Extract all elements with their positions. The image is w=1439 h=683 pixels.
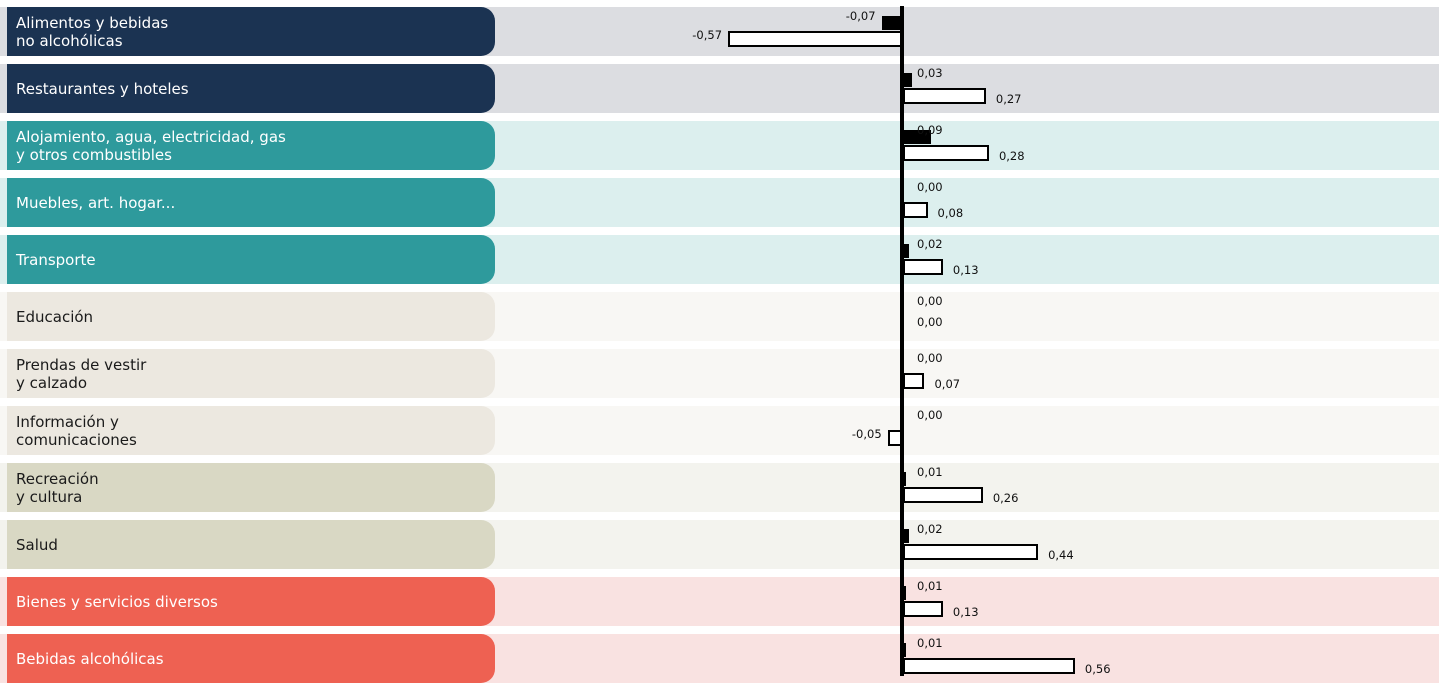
data-label-outline: 0,07 xyxy=(934,377,961,391)
data-label-solid: 0,00 xyxy=(917,408,943,422)
bar-outline xyxy=(903,658,1075,674)
bar-outline xyxy=(903,544,1039,560)
data-label-outline: 0,08 xyxy=(937,206,964,220)
data-label-solid: 0,01 xyxy=(917,579,943,593)
data-label-outline: 0,13 xyxy=(952,605,979,619)
data-label-solid: 0,03 xyxy=(917,66,943,80)
bar-solid xyxy=(903,643,907,657)
category-label: Prendas de vestir y calzado xyxy=(7,349,495,398)
category-label: Restaurantes y hoteles xyxy=(7,64,495,113)
bar-outline xyxy=(903,202,928,218)
bar-outline xyxy=(903,487,983,503)
bar-solid xyxy=(903,529,910,543)
bar-solid xyxy=(903,244,910,258)
bar-outline xyxy=(903,601,943,617)
bar-outline xyxy=(903,88,986,104)
data-label-solid: 0,01 xyxy=(917,636,943,650)
data-label-outline: 0,56 xyxy=(1084,662,1111,676)
category-label: Bebidas alcohólicas xyxy=(7,634,495,683)
category-label: Transporte xyxy=(7,235,495,284)
data-label-outline: 0,00 xyxy=(917,315,943,329)
bar-outline xyxy=(728,31,903,47)
bar-solid xyxy=(881,16,903,30)
data-label-solid: 0,00 xyxy=(917,180,943,194)
data-label-solid: 0,02 xyxy=(917,237,943,251)
category-label: Información y comunicaciones xyxy=(7,406,495,455)
data-label-solid: 0,00 xyxy=(917,294,943,308)
category-label: Educación xyxy=(7,292,495,341)
data-label-outline: 0,28 xyxy=(998,149,1025,163)
data-label-solid: 0,01 xyxy=(917,465,943,479)
zero-axis-line xyxy=(900,6,904,676)
data-label-outline: -0,05 xyxy=(851,427,882,441)
category-label: Muebles, art. hogar... xyxy=(7,178,495,227)
category-label: Alimentos y bebidas no alcohólicas xyxy=(7,7,495,56)
data-label-solid: 0,09 xyxy=(917,123,943,137)
bar-outline xyxy=(903,145,989,161)
category-label: Bienes y servicios diversos xyxy=(7,577,495,626)
bar-solid xyxy=(903,73,913,87)
category-label: Salud xyxy=(7,520,495,569)
bar-solid xyxy=(903,472,907,486)
data-label-outline: -0,57 xyxy=(692,28,723,42)
data-label-solid: 0,02 xyxy=(917,522,943,536)
category-label: Alojamiento, agua, electricidad, gas y o… xyxy=(7,121,495,170)
bar-solid xyxy=(903,130,931,144)
data-label-solid: 0,00 xyxy=(917,351,943,365)
data-label-outline: 0,26 xyxy=(992,491,1019,505)
data-label-outline: 0,27 xyxy=(995,92,1022,106)
bar-solid xyxy=(903,586,907,600)
bar-outline xyxy=(903,259,943,275)
data-label-outline: 0,13 xyxy=(952,263,979,277)
category-label: Recreación y cultura xyxy=(7,463,495,512)
data-label-outline: 0,44 xyxy=(1048,548,1074,562)
data-label-solid: -0,07 xyxy=(845,9,876,23)
bar-outline xyxy=(903,373,925,389)
